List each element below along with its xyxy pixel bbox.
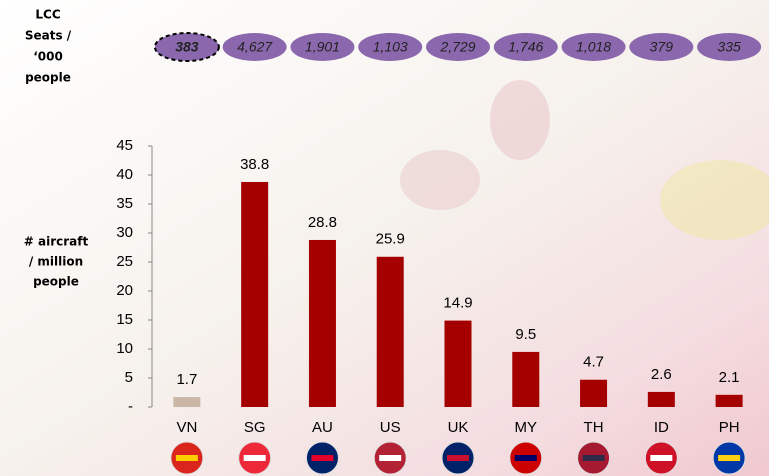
y-tick-label: 45 bbox=[116, 137, 133, 154]
lcc-pill bbox=[222, 33, 287, 61]
y-tick-label: 15 bbox=[116, 311, 133, 328]
flag-icon bbox=[379, 455, 402, 461]
lcc-label: ‘000 bbox=[33, 50, 63, 64]
x-tick-label: UK bbox=[448, 419, 469, 436]
flag-icon bbox=[447, 455, 469, 461]
bar bbox=[444, 320, 472, 407]
flag-icon bbox=[582, 455, 605, 461]
lcc-value: 4,627 bbox=[237, 39, 273, 55]
lcc-value: 335 bbox=[717, 39, 741, 55]
data-label: 28.8 bbox=[308, 214, 337, 231]
lcc-value: 1,901 bbox=[305, 39, 340, 55]
lcc-pill bbox=[697, 33, 762, 61]
x-tick-label: VN bbox=[176, 419, 197, 436]
lcc-pill bbox=[426, 33, 490, 61]
flag-icon bbox=[650, 455, 673, 461]
data-label: 4.7 bbox=[583, 354, 604, 371]
y-axis-label: / million bbox=[29, 255, 83, 269]
flag-icon bbox=[311, 455, 334, 461]
x-tick-label: PH bbox=[719, 419, 740, 436]
flag-icon bbox=[243, 455, 266, 461]
bar bbox=[376, 256, 404, 407]
lcc-pill bbox=[290, 33, 355, 61]
x-tick-label: AU bbox=[312, 419, 333, 436]
flag-icon bbox=[175, 455, 198, 461]
x-tick-label: US bbox=[380, 419, 401, 436]
data-label: 25.9 bbox=[376, 231, 405, 248]
lcc-value: 1,746 bbox=[508, 39, 543, 55]
lcc-pill bbox=[561, 33, 626, 61]
data-label: 1.7 bbox=[176, 371, 197, 388]
lcc-pill bbox=[493, 33, 558, 61]
bar bbox=[241, 181, 269, 407]
lcc-label: LCC bbox=[35, 8, 60, 22]
lcc-label: people bbox=[25, 71, 71, 85]
bar bbox=[647, 391, 675, 407]
flag-icon bbox=[514, 455, 537, 461]
data-label: 14.9 bbox=[443, 295, 472, 312]
y-tick-label: 10 bbox=[116, 340, 133, 357]
flower-decor bbox=[660, 160, 769, 240]
data-label: 9.5 bbox=[515, 326, 536, 343]
y-axis-label: # aircraft bbox=[24, 235, 89, 249]
y-tick-label: - bbox=[128, 398, 133, 415]
bar bbox=[580, 379, 608, 407]
y-tick-label: 20 bbox=[116, 282, 133, 299]
lcc-pill bbox=[358, 33, 423, 61]
lcc-pill bbox=[153, 32, 220, 62]
lcc-value: 2,729 bbox=[439, 39, 475, 55]
bar bbox=[715, 394, 743, 407]
flower-decor bbox=[490, 80, 550, 160]
lcc-value: 1,018 bbox=[576, 39, 611, 55]
y-tick-label: 5 bbox=[125, 369, 133, 386]
lcc-pill bbox=[629, 33, 694, 61]
bar bbox=[173, 397, 201, 407]
lcc-value: 1,103 bbox=[373, 39, 408, 55]
data-label: 2.6 bbox=[651, 366, 672, 383]
data-label: 38.8 bbox=[240, 156, 269, 173]
y-tick-label: 25 bbox=[116, 253, 133, 270]
lcc-value: 379 bbox=[650, 39, 674, 55]
flower-decor bbox=[400, 150, 480, 210]
lcc-value: 383 bbox=[175, 39, 199, 55]
data-label: 2.1 bbox=[719, 369, 740, 386]
y-tick-label: 30 bbox=[116, 224, 133, 241]
lcc-label: Seats / bbox=[25, 29, 72, 43]
y-axis-label: people bbox=[33, 275, 79, 289]
y-tick-label: 35 bbox=[116, 195, 133, 212]
x-tick-label: SG bbox=[244, 419, 266, 436]
y-tick-label: 40 bbox=[116, 166, 133, 183]
flag-icon bbox=[718, 455, 741, 461]
x-tick-label: ID bbox=[654, 419, 669, 436]
bar bbox=[308, 239, 336, 407]
x-tick-label: MY bbox=[515, 419, 538, 436]
bar bbox=[512, 351, 540, 407]
x-tick-label: TH bbox=[584, 419, 604, 436]
